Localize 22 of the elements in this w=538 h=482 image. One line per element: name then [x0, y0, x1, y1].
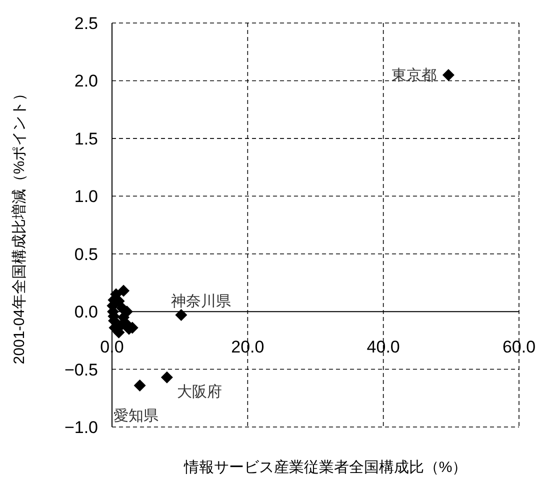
annotation: 愛知県 [113, 407, 158, 424]
annotation: 神奈川県 [171, 293, 232, 310]
y-tick-label: 1.5 [74, 129, 98, 148]
y-tick-label: 2.0 [74, 72, 98, 91]
point [160, 371, 173, 384]
y-tick-label: −1.0 [64, 418, 98, 437]
y-tick-label: 1.0 [74, 187, 98, 206]
point [442, 68, 454, 81]
point [175, 309, 188, 322]
y-tick-label: 0.5 [74, 244, 98, 264]
x-tick-label: 60.0 [502, 338, 536, 357]
annotation: 東京都 [391, 66, 436, 84]
y-tick-label: 2.5 [74, 14, 98, 33]
y-axis-title: 2001-04年全国構成比増減（%ポイント） [11, 86, 28, 364]
point [134, 379, 146, 392]
x-axis-title: 情報サービス産業従業者全国構成比（%） [182, 459, 468, 476]
y-tick-label: 0.0 [74, 302, 98, 322]
annotation: 大阪府 [176, 383, 222, 400]
y-tick-label: −0.5 [64, 360, 98, 380]
point [118, 284, 130, 297]
x-tick-label: 20.0 [231, 338, 264, 357]
x-tick-label: 40.0 [366, 338, 400, 357]
